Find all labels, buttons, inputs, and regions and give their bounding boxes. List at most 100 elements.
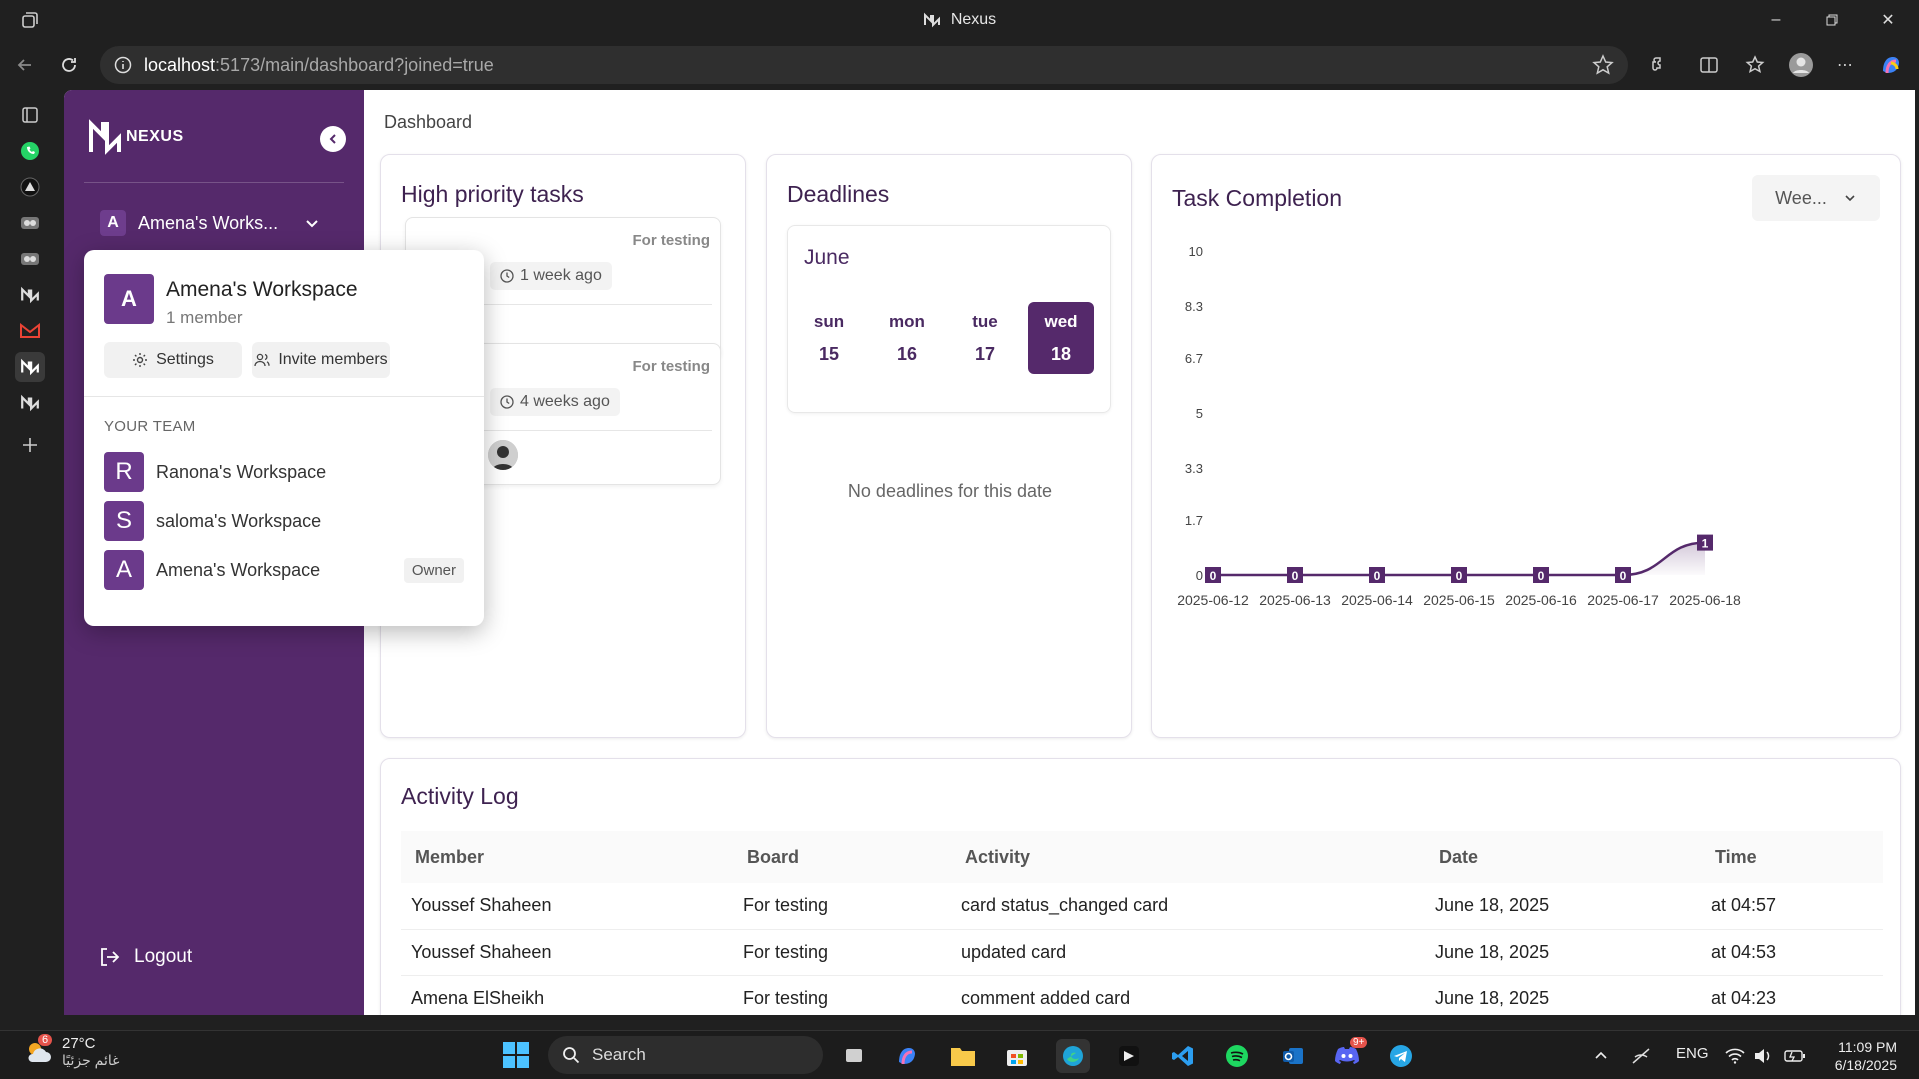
cell-activity: updated card [951, 929, 1425, 976]
system-clock[interactable]: 11:09 PM 6/18/2025 [1835, 1038, 1897, 1074]
settings-label: Settings [156, 351, 214, 368]
day-mon[interactable]: mon 16 [874, 302, 940, 374]
col-time: Time [1701, 831, 1883, 883]
cell-member: Youssef Shaheen [401, 929, 733, 976]
logout-button[interactable]: Logout [98, 946, 192, 968]
day-sun[interactable]: sun 15 [796, 302, 862, 374]
x-tick-label: 2025-06-14 [1341, 592, 1413, 608]
app-triangle-icon[interactable] [15, 172, 45, 202]
collapse-sidebar-button[interactable] [320, 126, 346, 152]
split-screen-icon[interactable] [1694, 50, 1724, 80]
minimize-icon[interactable]: – [1771, 11, 1781, 28]
task-board: For testing [632, 232, 711, 249]
no-deadlines-message: No deadlines for this date [847, 481, 1053, 501]
app-icon-1[interactable] [15, 208, 45, 238]
url-host: localhost [144, 54, 216, 75]
telegram-icon[interactable] [1384, 1039, 1418, 1073]
ms-store-icon[interactable] [1000, 1039, 1034, 1073]
more-options-icon[interactable]: ⋯ [1837, 57, 1853, 74]
task-board: For testing [632, 358, 711, 375]
favorites-icon[interactable] [1740, 50, 1770, 80]
day-date: 17 [974, 344, 996, 364]
popover-workspace-name: Amena's Workspace [166, 278, 358, 301]
discord-badge: 9+ [1350, 1037, 1368, 1048]
extensions-icon[interactable] [1644, 50, 1674, 80]
gmail-icon[interactable] [15, 316, 45, 346]
workspaces-icon[interactable] [20, 10, 40, 30]
chevron-up-icon[interactable] [1584, 1039, 1618, 1073]
wifi-icon[interactable] [1718, 1039, 1752, 1073]
high-priority-title: High priority tasks [401, 181, 584, 207]
favorite-star-icon[interactable] [1592, 54, 1614, 81]
edge-icon[interactable] [1056, 1039, 1090, 1073]
close-icon[interactable]: ✕ [1881, 12, 1895, 29]
cell-member: Amena ElSheikh [401, 975, 733, 1015]
weather-widget[interactable]: 6 27°C غائم جزئيًا [24, 1034, 119, 1069]
x-tick-label: 2025-06-16 [1505, 592, 1577, 608]
y-tick-label: 6.7 [1185, 351, 1203, 366]
network-off-icon[interactable] [1624, 1039, 1658, 1073]
day-wed-selected[interactable]: wed 18 [1028, 302, 1094, 374]
spotify-icon[interactable] [1220, 1039, 1254, 1073]
url-input[interactable]: localhost:5173/main/dashboard?joined=tru… [100, 46, 1628, 84]
data-point-marker [1287, 567, 1303, 583]
team-avatar: S [104, 501, 144, 541]
data-label: 0 [1456, 569, 1463, 583]
vscode-icon[interactable] [1166, 1039, 1200, 1073]
task-view-icon[interactable] [838, 1039, 872, 1073]
data-point-marker [1615, 567, 1631, 583]
app-icon-2[interactable] [15, 244, 45, 274]
range-select[interactable]: Wee... [1752, 175, 1880, 221]
activity-log-card: Activity Log Member Board Activity Date … [380, 758, 1901, 1015]
task-time-badge: 1 week ago [490, 262, 612, 290]
taskbar-search[interactable]: Search [548, 1036, 823, 1074]
range-select-value: Wee... [1775, 187, 1827, 208]
tab-actions-icon[interactable] [15, 100, 45, 130]
invite-members-button[interactable]: Invite members [252, 342, 390, 378]
nexus-logo-icon [89, 119, 121, 155]
your-team-heading: YOUR TEAM [104, 418, 196, 435]
info-icon[interactable] [114, 56, 132, 74]
data-label: 1 [1702, 537, 1709, 551]
clock-icon [500, 395, 514, 409]
task-completion-title: Task Completion [1172, 185, 1343, 211]
nexus-app-icon-active[interactable] [15, 352, 45, 382]
data-point-marker [1369, 567, 1385, 583]
refresh-icon[interactable] [54, 50, 84, 80]
day-name: wed [1044, 312, 1078, 331]
whatsapp-icon[interactable] [15, 136, 45, 166]
temperature: 27°C [62, 1035, 96, 1052]
copilot-icon[interactable] [1876, 50, 1906, 80]
back-icon[interactable] [10, 50, 40, 80]
workspace-avatar: A [100, 210, 126, 236]
nexus-app-icon-2[interactable] [15, 388, 45, 418]
language-indicator[interactable]: ENG [1676, 1045, 1709, 1062]
table-row: Youssef Shaheen For testing updated card… [401, 929, 1883, 976]
settings-button[interactable]: Settings [104, 342, 242, 378]
invite-label: Invite members [278, 351, 388, 368]
windows-taskbar: 6 27°C غائم جزئيًا Search 9+ ENG 11:09 P… [0, 1030, 1919, 1079]
nexus-app-icon[interactable] [15, 280, 45, 310]
window-title-text: Nexus [950, 11, 997, 28]
profile-avatar-icon[interactable] [1786, 50, 1816, 80]
battery-icon[interactable] [1778, 1039, 1812, 1073]
app-dark-icon[interactable] [1112, 1039, 1146, 1073]
outlook-icon[interactable] [1276, 1039, 1310, 1073]
team-item-amena[interactable]: A Amena's Workspace Owner [104, 550, 464, 590]
copilot-taskbar-icon[interactable] [890, 1039, 924, 1073]
team-item-saloma[interactable]: S saloma's Workspace [104, 501, 464, 541]
file-explorer-icon[interactable] [946, 1039, 980, 1073]
task-time: 1 week ago [520, 267, 602, 284]
col-board: Board [733, 831, 951, 883]
nexus-app: NEXUS A Amena's Works... Logout A Amena'… [64, 90, 1915, 1015]
sidebar-divider [84, 182, 344, 183]
restore-icon[interactable] [1804, 0, 1860, 40]
cell-member: Youssef Shaheen [401, 883, 733, 930]
discord-icon[interactable]: 9+ [1330, 1037, 1368, 1073]
day-tue[interactable]: tue 17 [952, 302, 1018, 374]
workspace-switcher[interactable]: A Amena's Works... [100, 208, 350, 238]
start-button[interactable] [502, 1041, 530, 1074]
add-icon[interactable] [15, 430, 45, 460]
volume-icon[interactable] [1746, 1039, 1780, 1073]
team-item-ranona[interactable]: R Ranona's Workspace [104, 452, 464, 492]
